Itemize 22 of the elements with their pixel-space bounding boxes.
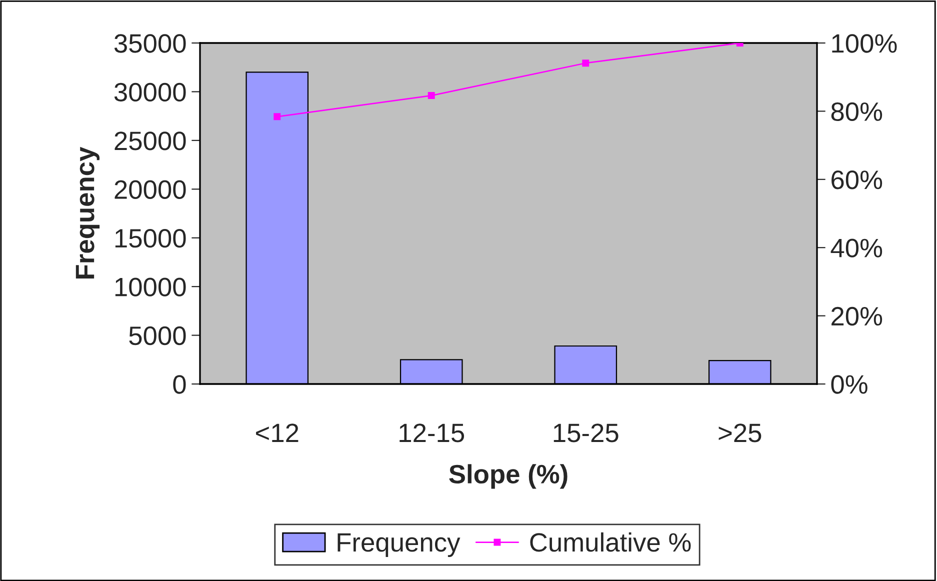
legend-label: Frequency xyxy=(338,533,460,557)
y-tick-label: 0 xyxy=(173,375,186,394)
x-tick-label: 15-25 xyxy=(554,424,618,442)
y2-tick-label: 0% xyxy=(831,375,868,394)
y-tick-label: 5000 xyxy=(129,326,186,346)
y-tick-label: 15000 xyxy=(115,228,186,248)
x-tick-label: <12 xyxy=(256,424,298,442)
y-axis-title: Frequency xyxy=(76,146,100,278)
y-tick-label: 10000 xyxy=(115,278,186,296)
x-tick-label: 12-15 xyxy=(400,424,464,442)
y-tick-label: 30000 xyxy=(114,82,186,102)
y-tick-label: 20000 xyxy=(114,180,186,199)
y2-tick-label: 100% xyxy=(832,34,897,53)
x-axis-title: Slope (%) xyxy=(449,464,568,489)
y2-tick-label: 60% xyxy=(832,170,882,190)
y2-tick-label: 40% xyxy=(830,238,882,258)
legend-label: Cumulative % xyxy=(530,532,691,552)
y2-tick-label: 80% xyxy=(831,102,882,122)
x-tick-label: >25 xyxy=(718,424,762,442)
y-tick-label: 35000 xyxy=(114,34,186,53)
y-tick-label: 25000 xyxy=(114,132,186,150)
y2-tick-label: 20% xyxy=(832,306,882,326)
